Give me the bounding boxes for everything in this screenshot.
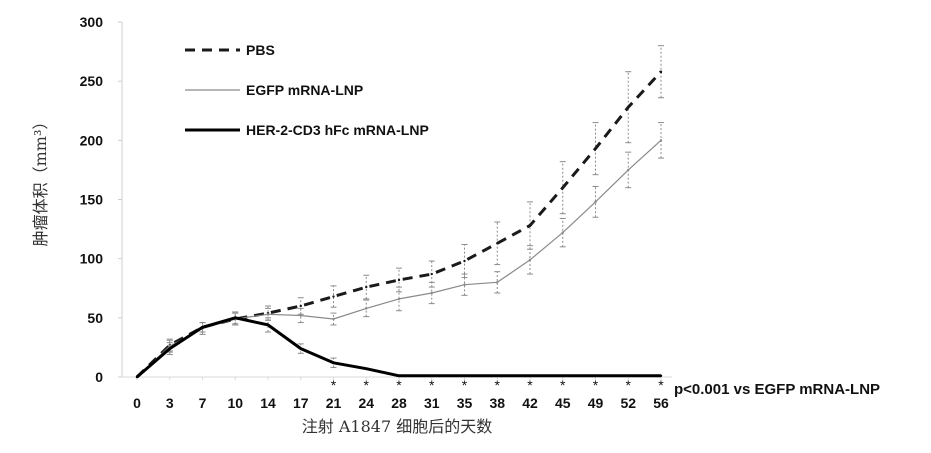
series-line — [136, 316, 661, 379]
data-point — [627, 168, 630, 172]
y-tick-label: 250 — [80, 73, 104, 89]
data-point — [332, 295, 335, 298]
x-tick-label: 56 — [653, 395, 669, 411]
significance-star: * — [331, 377, 337, 393]
data-point — [397, 297, 401, 301]
x-tick-label: 31 — [424, 395, 440, 411]
data-point — [463, 283, 466, 286]
x-tick-label: 17 — [293, 395, 309, 411]
data-point — [561, 374, 564, 378]
series-layer — [135, 45, 664, 379]
data-point — [561, 231, 564, 234]
data-point — [496, 374, 499, 378]
data-point — [266, 313, 270, 316]
data-point — [332, 361, 335, 364]
data-point — [627, 106, 630, 109]
data-point — [266, 323, 270, 327]
x-tick-label: 42 — [522, 395, 538, 411]
data-point — [365, 285, 368, 289]
x-axis-label: 注射 A1847 细胞后的天数 — [302, 417, 492, 436]
data-point — [430, 272, 433, 276]
data-point — [496, 281, 499, 284]
data-point — [594, 200, 597, 204]
data-point — [528, 258, 532, 262]
significance-star: * — [626, 377, 632, 393]
x-tick-label: 14 — [260, 395, 276, 411]
data-point — [234, 316, 237, 320]
y-axis: 0 50 100 150 200 250 300 — [80, 14, 123, 385]
significance-star: * — [462, 377, 468, 393]
x-tick-label: 45 — [555, 395, 571, 411]
x-tick-label: 10 — [227, 395, 243, 411]
data-point — [299, 314, 302, 317]
series-2 — [135, 311, 663, 379]
data-point — [496, 242, 499, 245]
data-point — [561, 186, 564, 189]
data-point — [463, 374, 466, 378]
data-point — [430, 291, 433, 295]
x-tick-label: 0 — [133, 395, 141, 411]
x-tick-label: 52 — [620, 395, 636, 411]
data-point — [201, 326, 204, 329]
data-point — [299, 347, 302, 350]
significance-markers: * * * * * * * * * * * — [331, 377, 665, 393]
x-tick-label: 35 — [457, 395, 473, 411]
x-axis: 0 3 7 10 14 17 21 24 28 31 35 38 42 45 49 52 56 — [122, 376, 672, 411]
legend: PBS EGFP mRNA-LNP HER-2-CD3 hFc mRNA-LNP — [185, 42, 429, 138]
data-point — [594, 147, 597, 150]
y-tick-label: 100 — [80, 251, 104, 267]
data-point — [430, 374, 433, 378]
x-tick-label: 7 — [199, 395, 207, 411]
significance-star: * — [396, 377, 402, 393]
data-point — [528, 374, 532, 378]
significance-star: * — [495, 377, 501, 393]
series-line — [136, 139, 662, 378]
x-tick-label: 24 — [358, 395, 374, 411]
data-point — [332, 317, 335, 321]
significance-annotation: p<0.001 vs EGFP mRNA-LNP — [674, 381, 880, 398]
significance-star: * — [658, 377, 664, 393]
y-tick-label: 50 — [87, 310, 103, 326]
y-tick-label: 150 — [80, 192, 104, 208]
legend-label: EGFP mRNA-LNP — [246, 82, 363, 98]
significance-star: * — [560, 377, 566, 393]
data-point — [299, 304, 302, 308]
data-point — [659, 139, 663, 142]
series-line — [135, 70, 663, 379]
x-tick-label: 21 — [326, 395, 342, 411]
data-point — [168, 347, 171, 350]
x-tick-label: 28 — [391, 395, 407, 411]
data-point — [397, 374, 401, 378]
significance-star: * — [527, 377, 533, 393]
x-tick-label: 38 — [489, 395, 505, 411]
data-point — [528, 224, 532, 227]
legend-label: HER-2-CD3 hFc mRNA-LNP — [246, 122, 429, 138]
data-point — [365, 307, 368, 310]
data-point — [594, 374, 597, 378]
data-point — [135, 375, 139, 379]
y-tick-label: 300 — [80, 14, 104, 30]
data-point — [627, 374, 630, 378]
legend-label: PBS — [246, 42, 275, 58]
x-tick-label: 3 — [166, 395, 174, 411]
data-point — [365, 367, 368, 370]
significance-star: * — [593, 377, 599, 393]
data-point — [463, 259, 466, 263]
y-tick-label: 0 — [95, 369, 103, 385]
data-point — [397, 278, 401, 282]
significance-star: * — [364, 377, 370, 393]
x-tick-label: 49 — [588, 395, 604, 411]
significance-star: * — [429, 377, 435, 393]
y-axis-label: 肿瘤体积（mm³） — [31, 114, 50, 247]
y-tick-label: 200 — [80, 132, 104, 148]
data-point — [659, 70, 663, 73]
data-point — [659, 374, 663, 378]
